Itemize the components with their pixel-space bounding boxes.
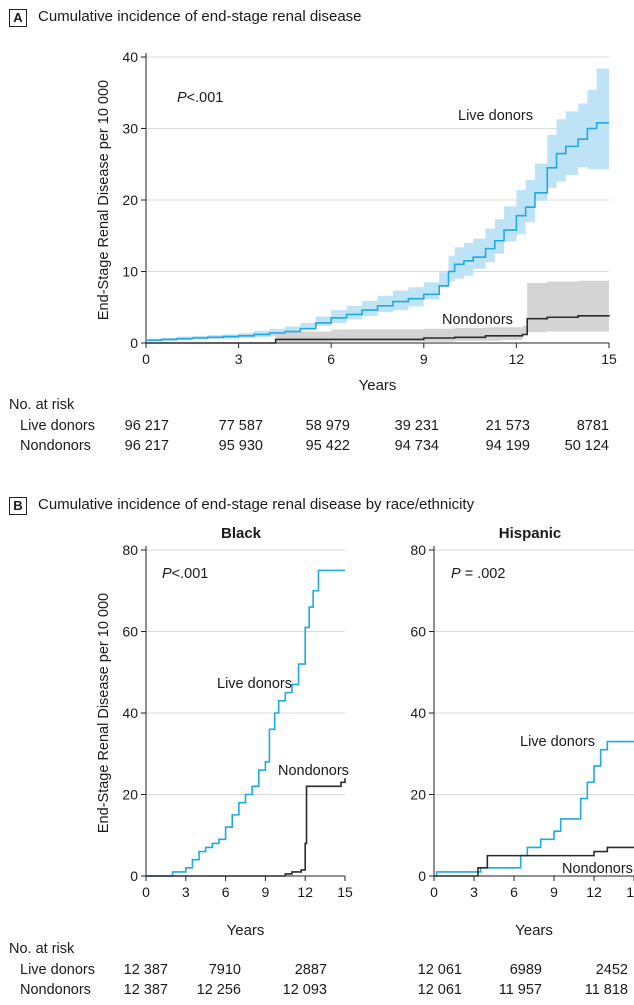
panel-b-title: Cumulative incidence of end-stage renal …	[38, 496, 475, 513]
live-donors-line	[146, 121, 609, 341]
x-tick-label: 6	[327, 351, 335, 367]
nondonors-label: Nondonors	[278, 763, 349, 779]
at-risk-value: 12 387	[123, 982, 168, 998]
x-tick-label: 12	[297, 884, 313, 900]
x-tick-label: 6	[222, 884, 230, 900]
chart-1: 0 20 40 60 80 0 3 6 9 12 15 Live donors Nondonors P<.…	[96, 525, 353, 939]
y-tick-label: 20	[122, 192, 138, 208]
at-risk-non-label: Nondonors	[20, 438, 91, 454]
at-risk-non-label-b: Nondonors	[20, 982, 91, 998]
x-tick-label: 15	[601, 351, 617, 367]
y-tick-label: 0	[130, 335, 138, 351]
at-risk-value: 12 061	[417, 982, 462, 998]
at-risk-value: 12 061	[417, 962, 462, 978]
at-risk-live-label: Live donors	[20, 418, 95, 434]
at-risk-heading-b: No. at risk	[9, 941, 75, 957]
x-tick-label: 15	[626, 884, 634, 900]
y-tick-label: 60	[122, 624, 138, 640]
at-risk-value: 96 217	[124, 438, 169, 454]
at-risk-value: 58 979	[305, 418, 350, 434]
y-tick-label: 20	[410, 787, 426, 803]
at-risk-value: 94 734	[394, 438, 439, 454]
y-tick-label: 80	[410, 542, 426, 558]
x-tick-label: 9	[262, 884, 270, 900]
at-risk-value: 6989	[509, 962, 542, 978]
y-tick-label: 30	[122, 121, 138, 137]
nondonors-label: Nondonors	[442, 312, 513, 328]
nondonors-ci-band	[146, 280, 609, 343]
at-risk-value: 96 217	[124, 418, 169, 434]
x-tick-label: 3	[235, 351, 243, 367]
x-axis-label: Years	[227, 922, 265, 939]
at-risk-value: 7910	[208, 962, 241, 978]
at-risk-value: 12 093	[282, 982, 327, 998]
nondonors-label: Nondonors	[562, 861, 633, 877]
at-risk-value: 11 818	[584, 982, 628, 998]
live-donors-label: Live donors	[217, 676, 292, 692]
y-tick-label: 0	[130, 868, 138, 884]
x-tick-label: 3	[470, 884, 478, 900]
at-risk-value: 21 573	[485, 418, 530, 434]
at-risk-value: 95 422	[305, 438, 350, 454]
at-risk-value: 2887	[294, 962, 327, 978]
panel-b-badge: B	[9, 497, 27, 515]
at-risk-value: 95 930	[218, 438, 263, 454]
x-tick-label: 12	[509, 351, 525, 367]
y-axis-label: End-Stage Renal Disease per 10 000	[96, 80, 112, 320]
x-tick-label: 9	[420, 351, 428, 367]
at-risk-value: 12 387	[123, 962, 168, 978]
chart-title: Black	[221, 525, 262, 542]
live-donors-line	[146, 569, 345, 877]
live-donors-line	[434, 740, 634, 877]
chart-2: 0 20 40 60 80 0 3 6 9 12 15 Live donors Nondonors P =…	[410, 525, 634, 939]
chart-title: Hispanic	[499, 525, 562, 542]
y-tick-label: 20	[122, 787, 138, 803]
x-tick-label: 15	[337, 884, 353, 900]
nondonors-line	[434, 846, 634, 877]
at-risk-value: 2452	[595, 962, 628, 978]
at-risk-live-label-b: Live donors	[20, 962, 95, 978]
at-risk-value: 12 256	[196, 982, 241, 998]
y-tick-label: 0	[418, 868, 426, 884]
live-donors-ci-band	[146, 68, 609, 342]
x-axis-label: Years	[515, 922, 553, 939]
y-tick-label: 40	[410, 705, 426, 721]
nondonors-line	[146, 778, 346, 877]
at-risk-value: 94 199	[485, 438, 530, 454]
y-tick-label: 80	[122, 542, 138, 558]
at-risk-value: 39 231	[394, 418, 439, 434]
x-tick-label: 12	[586, 884, 602, 900]
at-risk-value: 8781	[576, 418, 609, 434]
panel-a-badge: A	[9, 9, 27, 27]
live-donors-label: Live donors	[458, 108, 533, 124]
x-tick-label: 9	[550, 884, 558, 900]
x-tick-label: 3	[182, 884, 190, 900]
p-value: P<.001	[162, 566, 208, 582]
at-risk-value: 11 957	[498, 982, 542, 998]
x-axis-label: Years	[359, 377, 397, 394]
x-tick-label: 0	[430, 884, 438, 900]
p-value: P = .002	[451, 566, 505, 582]
p-value: P<.001	[177, 90, 223, 106]
chart-0: 0 10 20 30 40 0 3 6 9 12 15 Live donors Nondonors P<.…	[96, 49, 617, 394]
panel-a-title: Cumulative incidence of end-stage renal …	[38, 8, 362, 25]
y-tick-label: 40	[122, 705, 138, 721]
y-tick-label: 40	[122, 49, 138, 65]
live-donors-label: Live donors	[520, 734, 595, 750]
at-risk-value: 77 587	[218, 418, 263, 434]
y-tick-label: 10	[122, 264, 138, 280]
at-risk-value: 50 124	[564, 438, 609, 454]
y-tick-label: 60	[410, 624, 426, 640]
y-axis-label: End-Stage Renal Disease per 10 000	[96, 593, 112, 833]
nondonors-line	[146, 315, 610, 344]
at-risk-heading: No. at risk	[9, 397, 75, 413]
x-tick-label: 0	[142, 884, 150, 900]
x-tick-label: 0	[142, 351, 150, 367]
x-tick-label: 6	[510, 884, 518, 900]
